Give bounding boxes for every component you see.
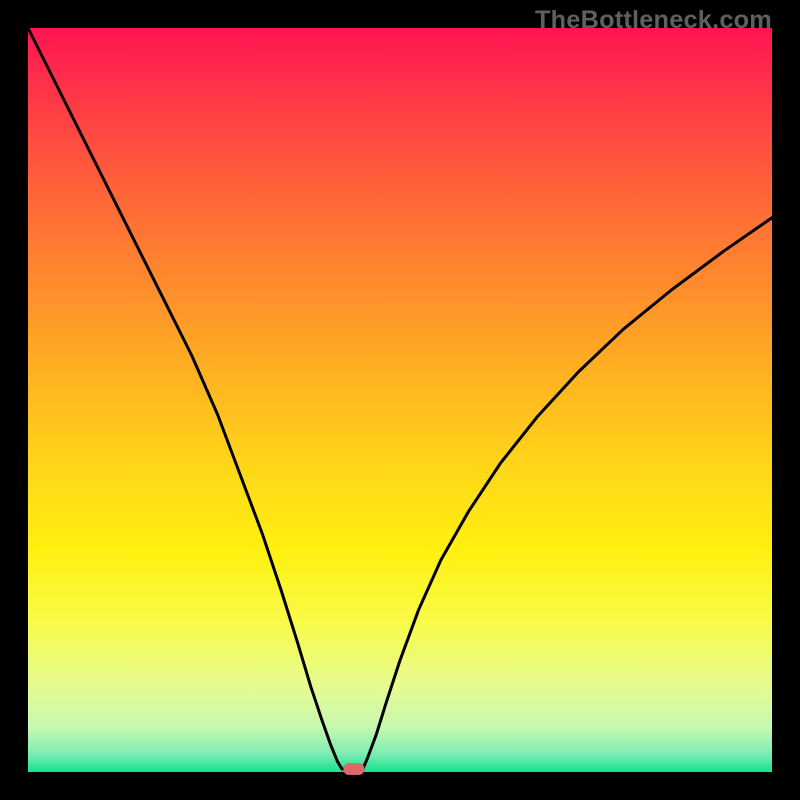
watermark-text: TheBottleneck.com [535,6,772,35]
optimal-point-marker [343,763,364,775]
chart-container: TheBottleneck.com [0,0,800,800]
bottleneck-chart [0,0,800,800]
